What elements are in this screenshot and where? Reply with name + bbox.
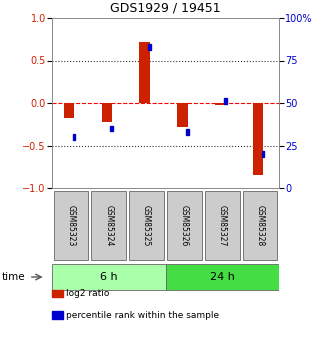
Text: log2 ratio: log2 ratio	[66, 289, 110, 298]
Text: GSM85327: GSM85327	[218, 205, 227, 246]
Bar	[224, 98, 227, 104]
Text: 24 h: 24 h	[210, 272, 235, 282]
FancyBboxPatch shape	[167, 191, 202, 260]
Text: GSM85324: GSM85324	[104, 205, 113, 246]
Bar	[73, 134, 75, 140]
Bar	[101, 103, 112, 122]
FancyBboxPatch shape	[205, 191, 240, 260]
FancyBboxPatch shape	[129, 191, 164, 260]
Text: percentile rank within the sample: percentile rank within the sample	[66, 310, 220, 319]
Bar	[64, 103, 74, 118]
Bar	[262, 151, 265, 157]
FancyBboxPatch shape	[91, 191, 126, 260]
Text: GDS1929 / 19451: GDS1929 / 19451	[110, 1, 221, 14]
Bar	[110, 126, 113, 131]
Bar	[253, 103, 264, 175]
Text: time: time	[2, 272, 25, 282]
FancyBboxPatch shape	[166, 264, 279, 290]
Text: GSM85323: GSM85323	[66, 205, 75, 246]
FancyBboxPatch shape	[54, 191, 88, 260]
Bar	[186, 129, 189, 135]
FancyBboxPatch shape	[243, 191, 277, 260]
Bar	[177, 103, 188, 127]
Text: GSM85328: GSM85328	[256, 205, 265, 246]
Bar	[148, 44, 151, 50]
Text: GSM85326: GSM85326	[180, 205, 189, 246]
Bar	[215, 103, 226, 105]
Text: 6 h: 6 h	[100, 272, 117, 282]
FancyBboxPatch shape	[52, 264, 166, 290]
Bar	[139, 42, 150, 103]
Text: GSM85325: GSM85325	[142, 205, 151, 246]
